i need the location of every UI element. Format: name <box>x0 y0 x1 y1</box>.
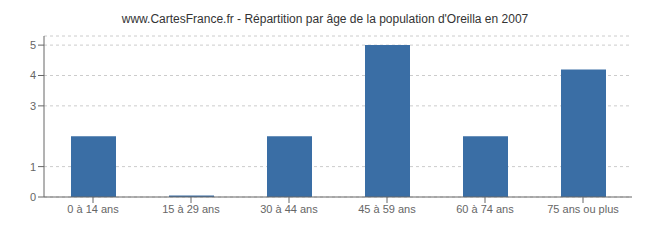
svg-text:0 à 14 ans: 0 à 14 ans <box>67 203 119 215</box>
svg-text:4: 4 <box>30 69 36 81</box>
svg-text:1: 1 <box>30 161 36 173</box>
svg-text:30 à 44 ans: 30 à 44 ans <box>260 203 318 215</box>
html-text:www.CartesFrance.fr - Répartit: www.CartesFrance.fr - Répartition par âg… <box>121 12 529 26</box>
svg-text:5: 5 <box>30 39 36 51</box>
svg-text:45 à 59 ans: 45 à 59 ans <box>358 203 416 215</box>
svg-text:3: 3 <box>30 100 36 112</box>
svg-text:15 à 29 ans: 15 à 29 ans <box>162 203 220 215</box>
svg-text:0: 0 <box>30 191 36 203</box>
svg-text:75 ans ou plus: 75 ans ou plus <box>547 203 619 215</box>
svg-text:60 à 74 ans: 60 à 74 ans <box>456 203 514 215</box>
